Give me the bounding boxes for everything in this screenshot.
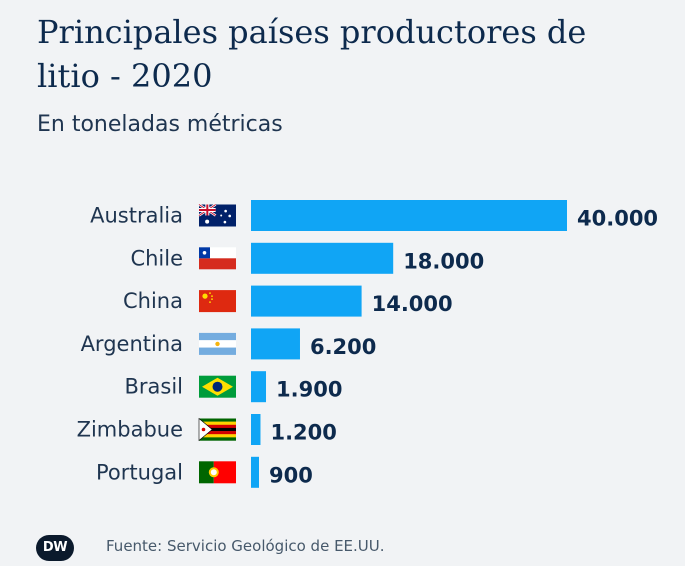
- bar: [251, 200, 567, 231]
- value-label: 6.200: [310, 335, 376, 359]
- chart-subtitle: En toneladas métricas: [37, 112, 283, 137]
- bar: [251, 456, 259, 488]
- chile-flag-icon: [199, 247, 236, 270]
- category-label: Chile: [130, 246, 183, 270]
- value-label: 14.000: [372, 292, 453, 316]
- category-label: Zimbabue: [77, 418, 183, 442]
- bar: [251, 414, 261, 445]
- value-label: 900: [269, 463, 313, 487]
- china-flag-icon: [199, 290, 236, 313]
- brazil-flag-icon: [199, 375, 236, 398]
- zimbabwe-flag-icon: [198, 417, 236, 442]
- portugal-flag-icon: [199, 461, 236, 484]
- source-note: Fuente: Servicio Geológico de EE.UU.: [106, 537, 385, 555]
- dw-logo: DW: [36, 535, 74, 561]
- bar: [251, 285, 362, 317]
- category-label: Australia: [90, 204, 183, 228]
- bar: [251, 371, 267, 403]
- bar: [251, 242, 394, 274]
- value-label: 1.900: [276, 378, 342, 402]
- category-label: Portugal: [96, 460, 183, 484]
- bar: [251, 328, 300, 360]
- value-label: 40.000: [577, 207, 658, 231]
- value-label: 18.000: [403, 249, 484, 273]
- category-label: China: [123, 289, 183, 313]
- category-label: Argentina: [81, 332, 183, 356]
- category-label: Brasil: [124, 375, 183, 399]
- chart-title: Principales países productores de litio …: [37, 13, 587, 95]
- australia-flag-icon: [198, 203, 236, 227]
- value-label: 1.200: [270, 421, 336, 445]
- argentina-flag-icon: [199, 332, 236, 355]
